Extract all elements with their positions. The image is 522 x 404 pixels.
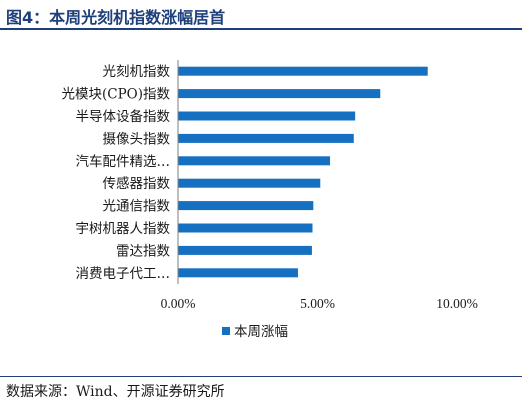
category-label: 汽车配件精选…	[76, 153, 171, 170]
x-tick-labels: 0.00% 5.00% 10.00%	[161, 296, 478, 311]
chart-title: 图4：本周光刻机指数涨幅居首	[6, 8, 226, 27]
x-tick-label: 10.00%	[436, 296, 478, 311]
source-note: 数据来源：Wind、开源证券研究所	[6, 384, 225, 400]
legend-label: 本周涨幅	[234, 324, 288, 340]
bar	[178, 66, 428, 76]
bars-layer	[178, 66, 428, 278]
category-label: 传感器指数	[103, 175, 171, 192]
bar	[178, 245, 312, 255]
category-label: 消费电子代工…	[76, 266, 171, 282]
category-label: 半导体设备指数	[76, 108, 171, 125]
category-label: 雷达指数	[116, 243, 170, 259]
category-label: 摄像头指数	[103, 131, 171, 147]
category-label: 光模块(CPO)指数	[61, 87, 170, 103]
bar	[178, 268, 298, 278]
legend: 本周涨幅	[222, 324, 288, 340]
bar	[178, 178, 321, 188]
category-label: 光刻机指数	[103, 64, 171, 80]
bar	[178, 201, 314, 211]
x-tick-label: 0.00%	[161, 296, 196, 311]
bar	[178, 133, 354, 143]
bar	[178, 111, 356, 121]
bar	[178, 89, 381, 99]
x-tick-label: 5.00%	[300, 296, 335, 311]
category-label: 光通信指数	[103, 199, 171, 215]
legend-swatch	[222, 327, 230, 335]
category-label: 宇树机器人指数	[76, 221, 171, 237]
bar	[178, 156, 331, 166]
source-divider	[0, 376, 522, 377]
title-underline	[0, 28, 522, 30]
bar	[178, 223, 313, 233]
